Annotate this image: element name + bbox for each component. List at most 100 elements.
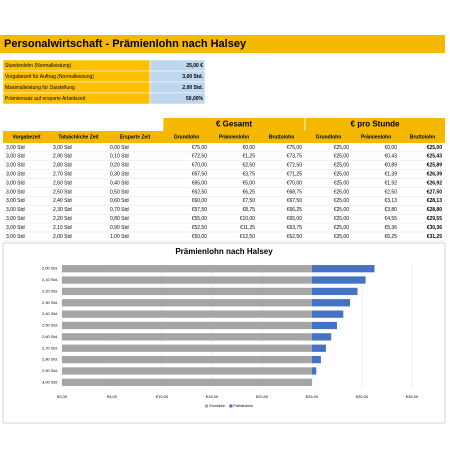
table-cell: 2,00 Std [53,234,72,240]
table-cell: 3,00 Std [6,163,25,169]
table-cell: €25,00 [334,225,350,231]
table-cell: €70,00 [192,163,208,169]
table-cell: €3,13 [384,198,397,204]
table-cell: €26,92 [427,180,443,186]
legend-swatch [205,404,208,408]
bar-segment [62,333,312,341]
table-cell: 0,10 Std [110,154,129,160]
column-header: Vorgabezeit [13,134,41,140]
table-cell: €62,50 [287,234,303,240]
table-cell: €67,50 [287,198,303,204]
table-cell: 0,70 Std [110,207,129,213]
table-cell: €25,00 [334,172,350,178]
table-cell: €68,75 [287,189,303,195]
y-tick-label: 2,90 Std. [42,368,58,373]
table-cell: €7,50 [242,198,255,204]
table-cell: 0,30 Std [110,172,129,178]
bar-segment [312,265,375,273]
bar-segment [312,321,337,330]
legend-swatch [229,404,233,408]
y-tick-label: 3,00 Std. [42,379,58,384]
param-value: 50,00% [186,96,204,102]
table-cell: €8,75 [242,207,255,213]
table-cell: €29,55 [427,216,443,222]
table-cell: 2,10 Std [53,225,72,231]
table-cell: €1,25 [242,154,255,160]
table-cell: €5,00 [242,180,255,186]
table-cell: €2,50 [384,189,397,195]
table-cell: 0,50 Std [110,189,129,195]
column-header: Ersparte Zeit [120,134,151,140]
table-cell: €73,75 [287,154,303,160]
table-cell: €63,75 [287,225,303,231]
column-header: Prämienlohn [361,134,391,140]
group-header: € Gesamt [216,120,252,129]
bar-segment [312,310,344,318]
y-tick-label: 2,70 Std. [42,345,58,350]
table-cell: €28,13 [427,198,443,204]
table-cell: 3,00 Std [6,207,25,213]
table-cell: €25,00 [334,198,350,204]
bar-segment [312,367,317,375]
table-cell: €11,25 [240,225,255,231]
table-cell: €0,43 [384,154,397,160]
table-cell: €25,00 [334,207,350,213]
table-cell: €30,36 [427,225,443,231]
table-cell: €6,25 [384,234,397,240]
table-cell: €12,50 [240,234,256,240]
y-tick-label: 2,00 Std. [42,266,58,271]
table-cell: 0,60 Std [110,198,129,204]
table-cell: €6,25 [242,189,255,195]
bar-segment [62,344,312,352]
table-cell: €25,00 [334,216,350,222]
table-cell: €25,00 [334,234,350,240]
table-cell: 3,00 Std [6,225,25,231]
table-cell: €25,00 [334,189,350,195]
bar-segment [312,344,326,352]
table-cell: 3,00 Std [6,145,25,151]
table-cell: €60,00 [192,198,208,204]
table-cell: €57,50 [192,207,208,213]
table-cell: 3,00 Std [6,154,25,160]
param-value: 25,00 € [186,63,203,69]
y-tick-label: 2,10 Std. [42,277,58,282]
table-cell: €25,00 [427,145,443,151]
table-cell: €65,00 [192,180,208,186]
column-header-bg [3,131,445,143]
bar-segment [62,355,312,364]
table-cell: €3,80 [384,207,397,213]
table-cell: €0,89 [384,163,397,169]
table-cell: €5,36 [384,225,397,231]
table-cell: €0,00 [242,145,255,151]
table-cell: 2,80 Std [53,163,72,169]
bar-segment [62,310,312,318]
table-cell: 2,50 Std [53,189,72,195]
table-cell: €72,50 [192,154,208,160]
table-cell: €75,00 [192,145,208,151]
column-header: Prämienlohn [219,134,249,140]
param-value: 2,00 Std. [182,85,203,91]
bar-segment [62,367,312,375]
x-tick-label: €20,00 [256,394,269,399]
group-header-bg [163,118,445,131]
y-tick-label: 2,80 Std. [42,357,58,362]
column-header: Grundlohn [174,134,200,140]
table-cell: 0,20 Std [110,163,129,169]
param-label: Maximalleistung für Darstellung [5,85,75,91]
bar-segment [62,321,312,330]
table-cell: 2,60 Std [53,180,72,186]
bar-segment [312,299,350,307]
table-cell: 3,00 Std [6,172,25,178]
param-label: Vorgabezeit für Auftrag (Normalleistung) [5,74,94,80]
y-tick-label: 2,30 Std. [42,300,58,305]
y-tick-label: 2,60 Std. [42,334,58,339]
table-cell: €70,00 [287,180,303,186]
table-cell: €25,00 [334,163,350,169]
table-cell: €28,80 [427,207,443,213]
bar-segment [62,299,312,307]
table-cell: €67,50 [192,172,208,178]
table-cell: 0,00 Std [110,145,129,151]
table-cell: €3,75 [242,172,255,178]
table-cell: €25,00 [334,180,350,186]
